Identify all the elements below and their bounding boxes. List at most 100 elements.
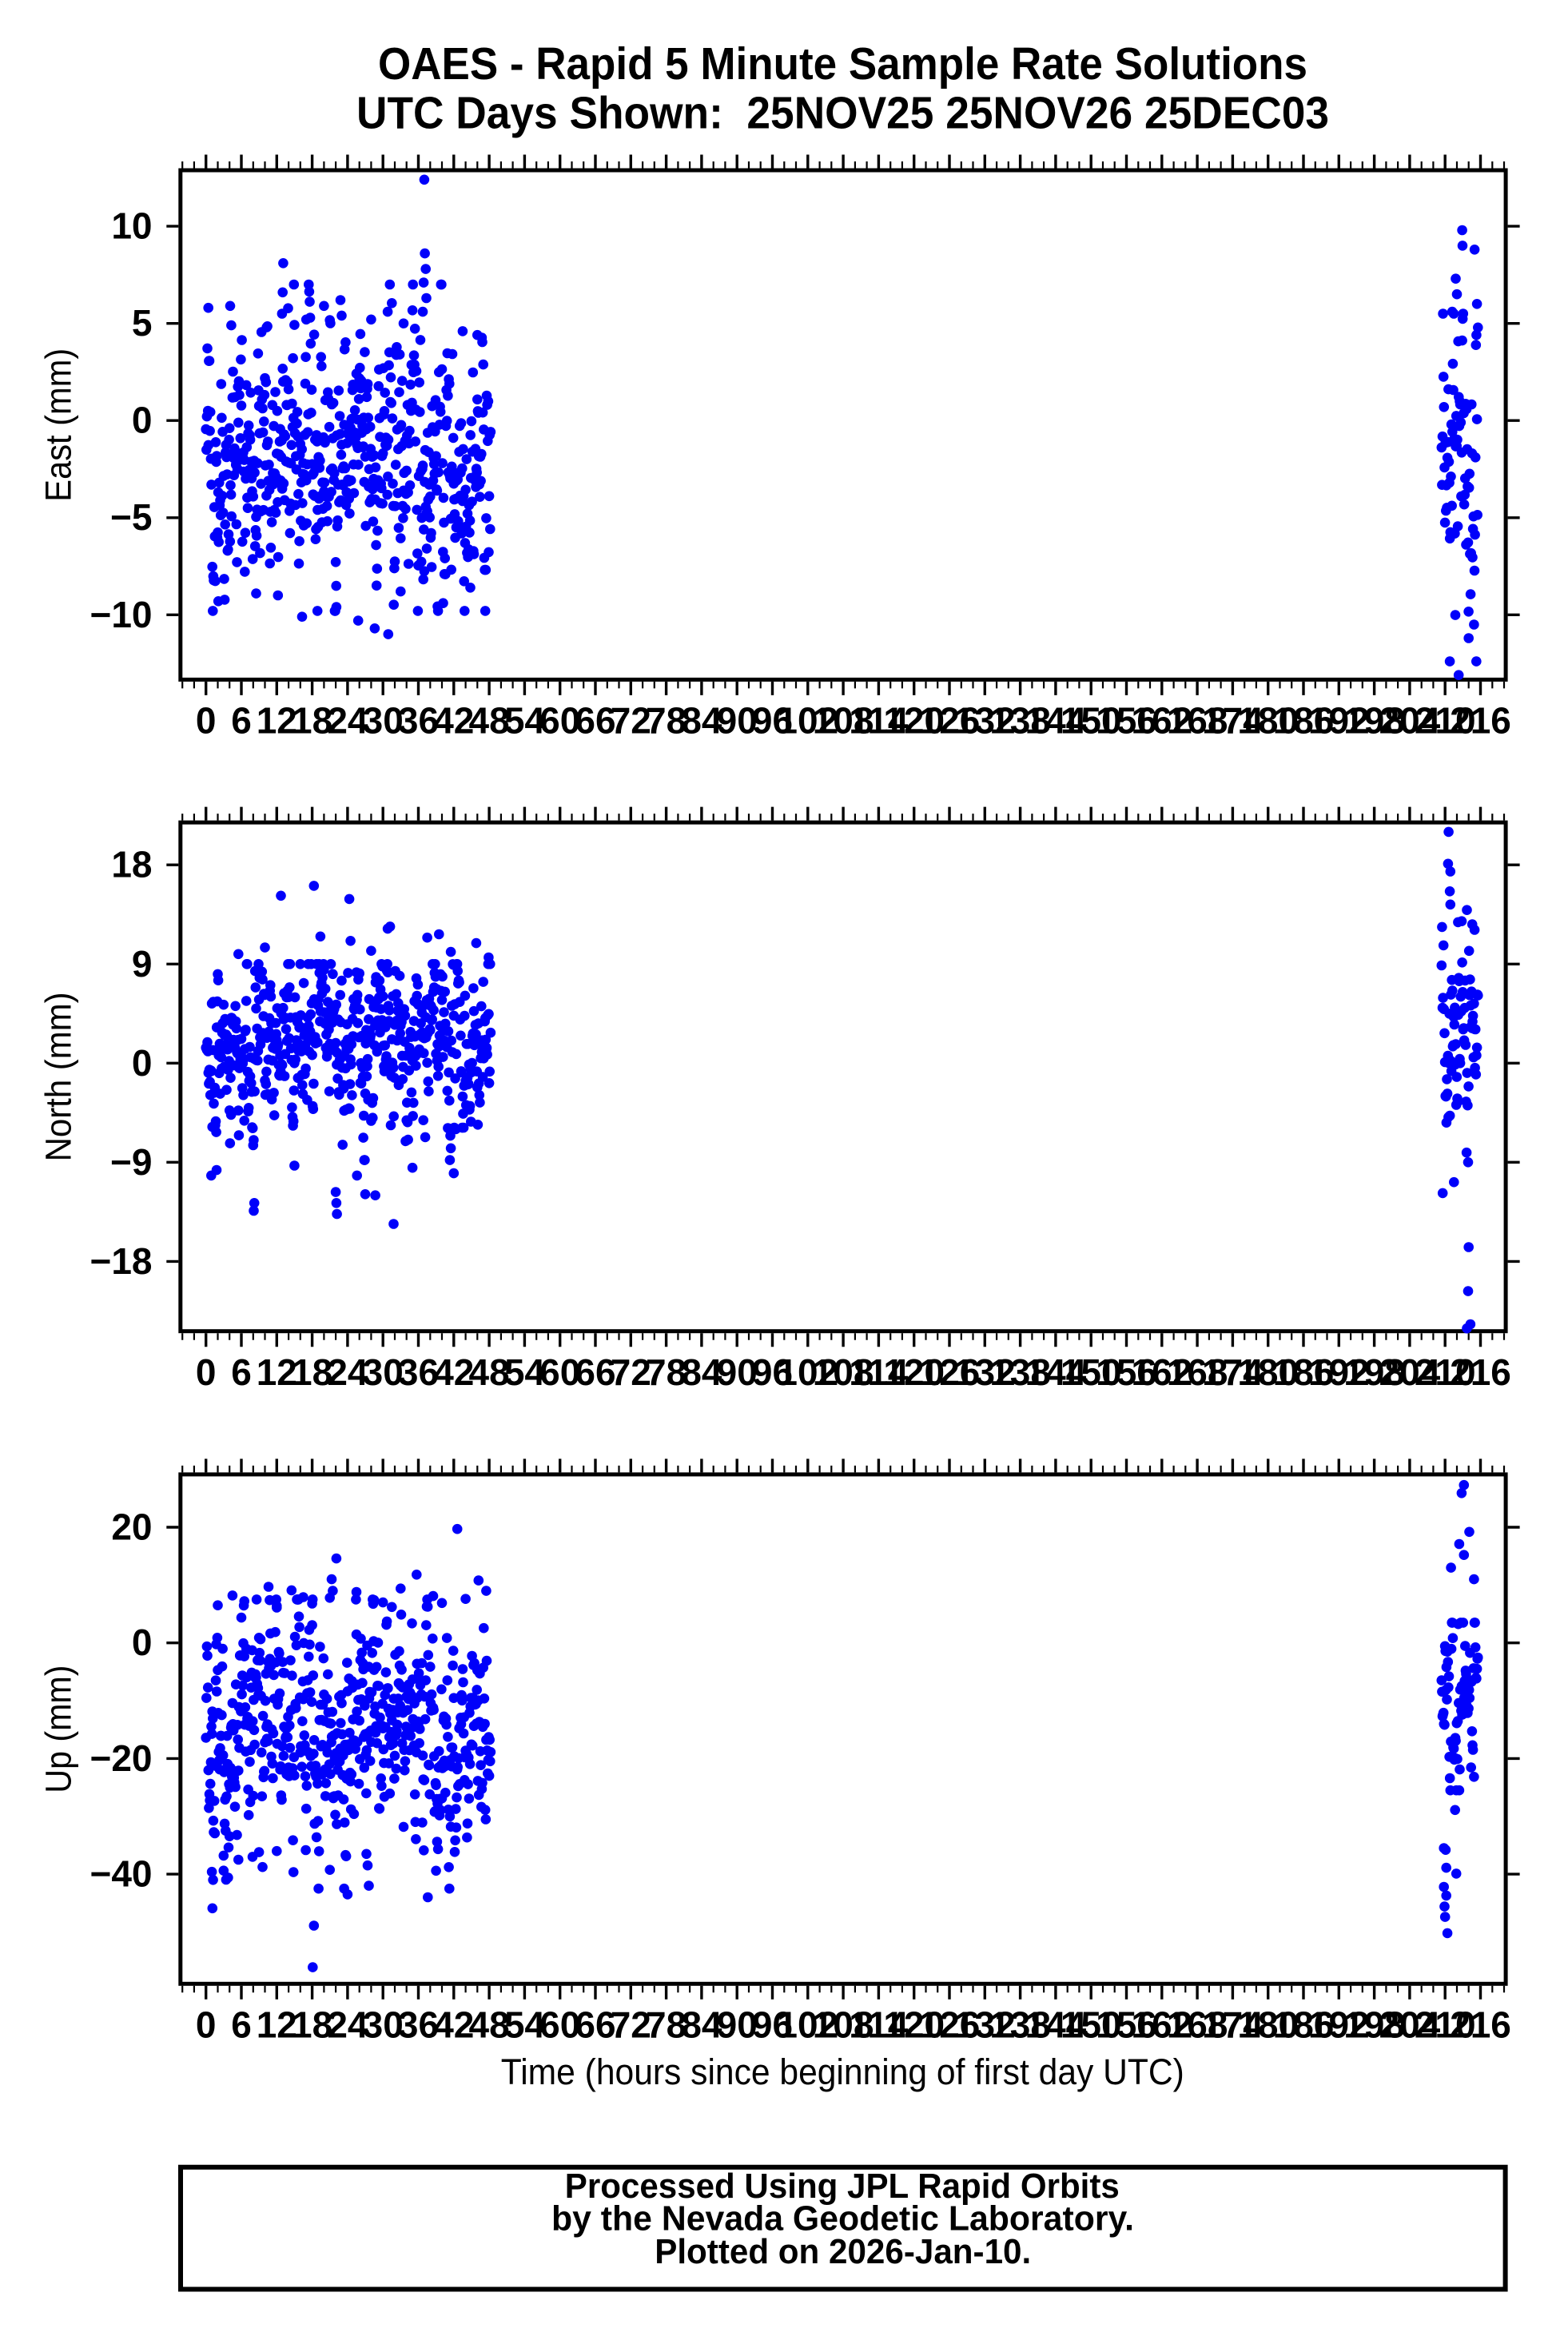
svg-text:Time (hours since beginning of: Time (hours since beginning of first day… <box>501 2051 1184 2092</box>
svg-text:12: 12 <box>257 1351 297 1393</box>
svg-text:−40: −40 <box>90 1853 152 1895</box>
svg-text:36: 36 <box>398 1351 439 1393</box>
svg-text:96: 96 <box>752 2004 793 2046</box>
svg-text:150: 150 <box>1061 2004 1122 2046</box>
svg-text:42: 42 <box>433 700 474 742</box>
svg-text:84: 84 <box>681 700 722 742</box>
svg-text:156: 156 <box>1096 700 1157 742</box>
svg-text:24: 24 <box>327 1351 368 1393</box>
svg-text:5: 5 <box>132 302 153 344</box>
svg-text:−18: −18 <box>90 1240 152 1282</box>
svg-text:0: 0 <box>196 2004 217 2046</box>
svg-text:UTC Days Shown: 25NOV25 25NOV: UTC Days Shown: 25NOV25 25NOV26 25DEC03 <box>356 88 1329 139</box>
svg-text:60: 60 <box>539 1351 580 1393</box>
svg-text:144: 144 <box>1025 700 1087 742</box>
svg-text:108: 108 <box>813 1351 874 1393</box>
svg-text:18: 18 <box>111 844 152 885</box>
svg-text:24: 24 <box>327 700 368 742</box>
svg-text:60: 60 <box>539 2004 580 2046</box>
svg-text:96: 96 <box>752 700 793 742</box>
svg-text:0: 0 <box>196 1351 217 1393</box>
svg-text:186: 186 <box>1273 1351 1335 1393</box>
svg-text:162: 162 <box>1131 1351 1192 1393</box>
svg-text:30: 30 <box>363 1351 404 1393</box>
svg-text:10: 10 <box>111 205 152 247</box>
svg-text:60: 60 <box>539 700 580 742</box>
svg-text:66: 66 <box>575 700 615 742</box>
svg-text:−10: −10 <box>90 594 152 635</box>
svg-text:by the Nevada Geodetic Laborat: by the Nevada Geodetic Laboratory. <box>551 2199 1134 2239</box>
svg-text:114: 114 <box>849 2004 909 2046</box>
svg-text:120: 120 <box>883 2004 945 2046</box>
svg-text:Processed Using JPL Rapid Orbi: Processed Using JPL Rapid Orbits <box>565 2167 1120 2206</box>
svg-text:192: 192 <box>1308 1351 1370 1393</box>
svg-text:144: 144 <box>1025 2004 1087 2046</box>
svg-text:102: 102 <box>777 1351 838 1393</box>
svg-text:174: 174 <box>1202 1351 1264 1393</box>
svg-text:126: 126 <box>919 2004 981 2046</box>
svg-text:96: 96 <box>752 1351 793 1393</box>
svg-text:138: 138 <box>989 2004 1051 2046</box>
svg-text:168: 168 <box>1167 700 1228 742</box>
svg-text:12: 12 <box>257 2004 297 2046</box>
svg-text:OAES - Rapid 5 Minute Sample R: OAES - Rapid 5 Minute Sample Rate Soluti… <box>378 38 1307 90</box>
svg-text:6: 6 <box>231 700 252 742</box>
svg-text:174: 174 <box>1202 700 1264 742</box>
svg-text:84: 84 <box>681 2004 722 2046</box>
svg-text:36: 36 <box>398 2004 439 2046</box>
svg-text:0: 0 <box>132 400 153 441</box>
svg-text:204: 204 <box>1379 1351 1441 1393</box>
svg-text:48: 48 <box>469 2004 510 2046</box>
svg-text:84: 84 <box>681 1351 722 1393</box>
svg-text:Up (mm): Up (mm) <box>38 1665 79 1793</box>
svg-text:144: 144 <box>1025 1351 1087 1393</box>
svg-text:48: 48 <box>469 700 510 742</box>
svg-text:120: 120 <box>883 700 945 742</box>
svg-text:54: 54 <box>504 1351 546 1393</box>
svg-text:162: 162 <box>1131 2004 1192 2046</box>
svg-text:0: 0 <box>132 1042 153 1084</box>
svg-text:Plotted on 2026-Jan-10.: Plotted on 2026-Jan-10. <box>655 2232 1031 2271</box>
svg-text:−9: −9 <box>110 1141 152 1183</box>
svg-text:−20: −20 <box>90 1737 152 1779</box>
svg-text:108: 108 <box>813 700 874 742</box>
svg-text:150: 150 <box>1061 700 1122 742</box>
svg-text:168: 168 <box>1167 2004 1228 2046</box>
svg-text:66: 66 <box>575 1351 615 1393</box>
svg-text:180: 180 <box>1237 2004 1299 2046</box>
svg-text:186: 186 <box>1273 2004 1335 2046</box>
svg-text:0: 0 <box>132 1622 153 1663</box>
svg-text:24: 24 <box>327 2004 368 2046</box>
svg-text:−5: −5 <box>110 496 152 538</box>
svg-text:132: 132 <box>954 2004 1016 2046</box>
svg-text:216: 216 <box>1450 2004 1511 2046</box>
svg-text:42: 42 <box>433 2004 474 2046</box>
svg-text:138: 138 <box>989 1351 1051 1393</box>
svg-text:54: 54 <box>504 2004 546 2046</box>
svg-text:102: 102 <box>777 2004 838 2046</box>
svg-text:54: 54 <box>504 700 546 742</box>
svg-text:204: 204 <box>1379 700 1441 742</box>
svg-text:198: 198 <box>1343 700 1405 742</box>
svg-text:30: 30 <box>363 2004 404 2046</box>
svg-text:6: 6 <box>231 2004 252 2046</box>
svg-text:138: 138 <box>989 700 1051 742</box>
svg-text:210: 210 <box>1415 2004 1476 2046</box>
svg-text:210: 210 <box>1415 700 1476 742</box>
svg-text:18: 18 <box>292 2004 332 2046</box>
svg-text:198: 198 <box>1343 1351 1405 1393</box>
svg-text:120: 120 <box>883 1351 945 1393</box>
svg-text:186: 186 <box>1273 700 1335 742</box>
svg-text:162: 162 <box>1131 700 1192 742</box>
svg-text:18: 18 <box>292 1351 332 1393</box>
svg-text:156: 156 <box>1096 1351 1157 1393</box>
svg-text:9: 9 <box>132 943 153 985</box>
svg-text:90: 90 <box>717 1351 758 1393</box>
svg-text:30: 30 <box>363 700 404 742</box>
svg-text:78: 78 <box>646 1351 686 1393</box>
svg-text:192: 192 <box>1308 2004 1370 2046</box>
svg-text:36: 36 <box>398 700 439 742</box>
svg-text:East (mm): East (mm) <box>38 348 79 502</box>
svg-text:66: 66 <box>575 2004 615 2046</box>
svg-text:48: 48 <box>469 1351 510 1393</box>
